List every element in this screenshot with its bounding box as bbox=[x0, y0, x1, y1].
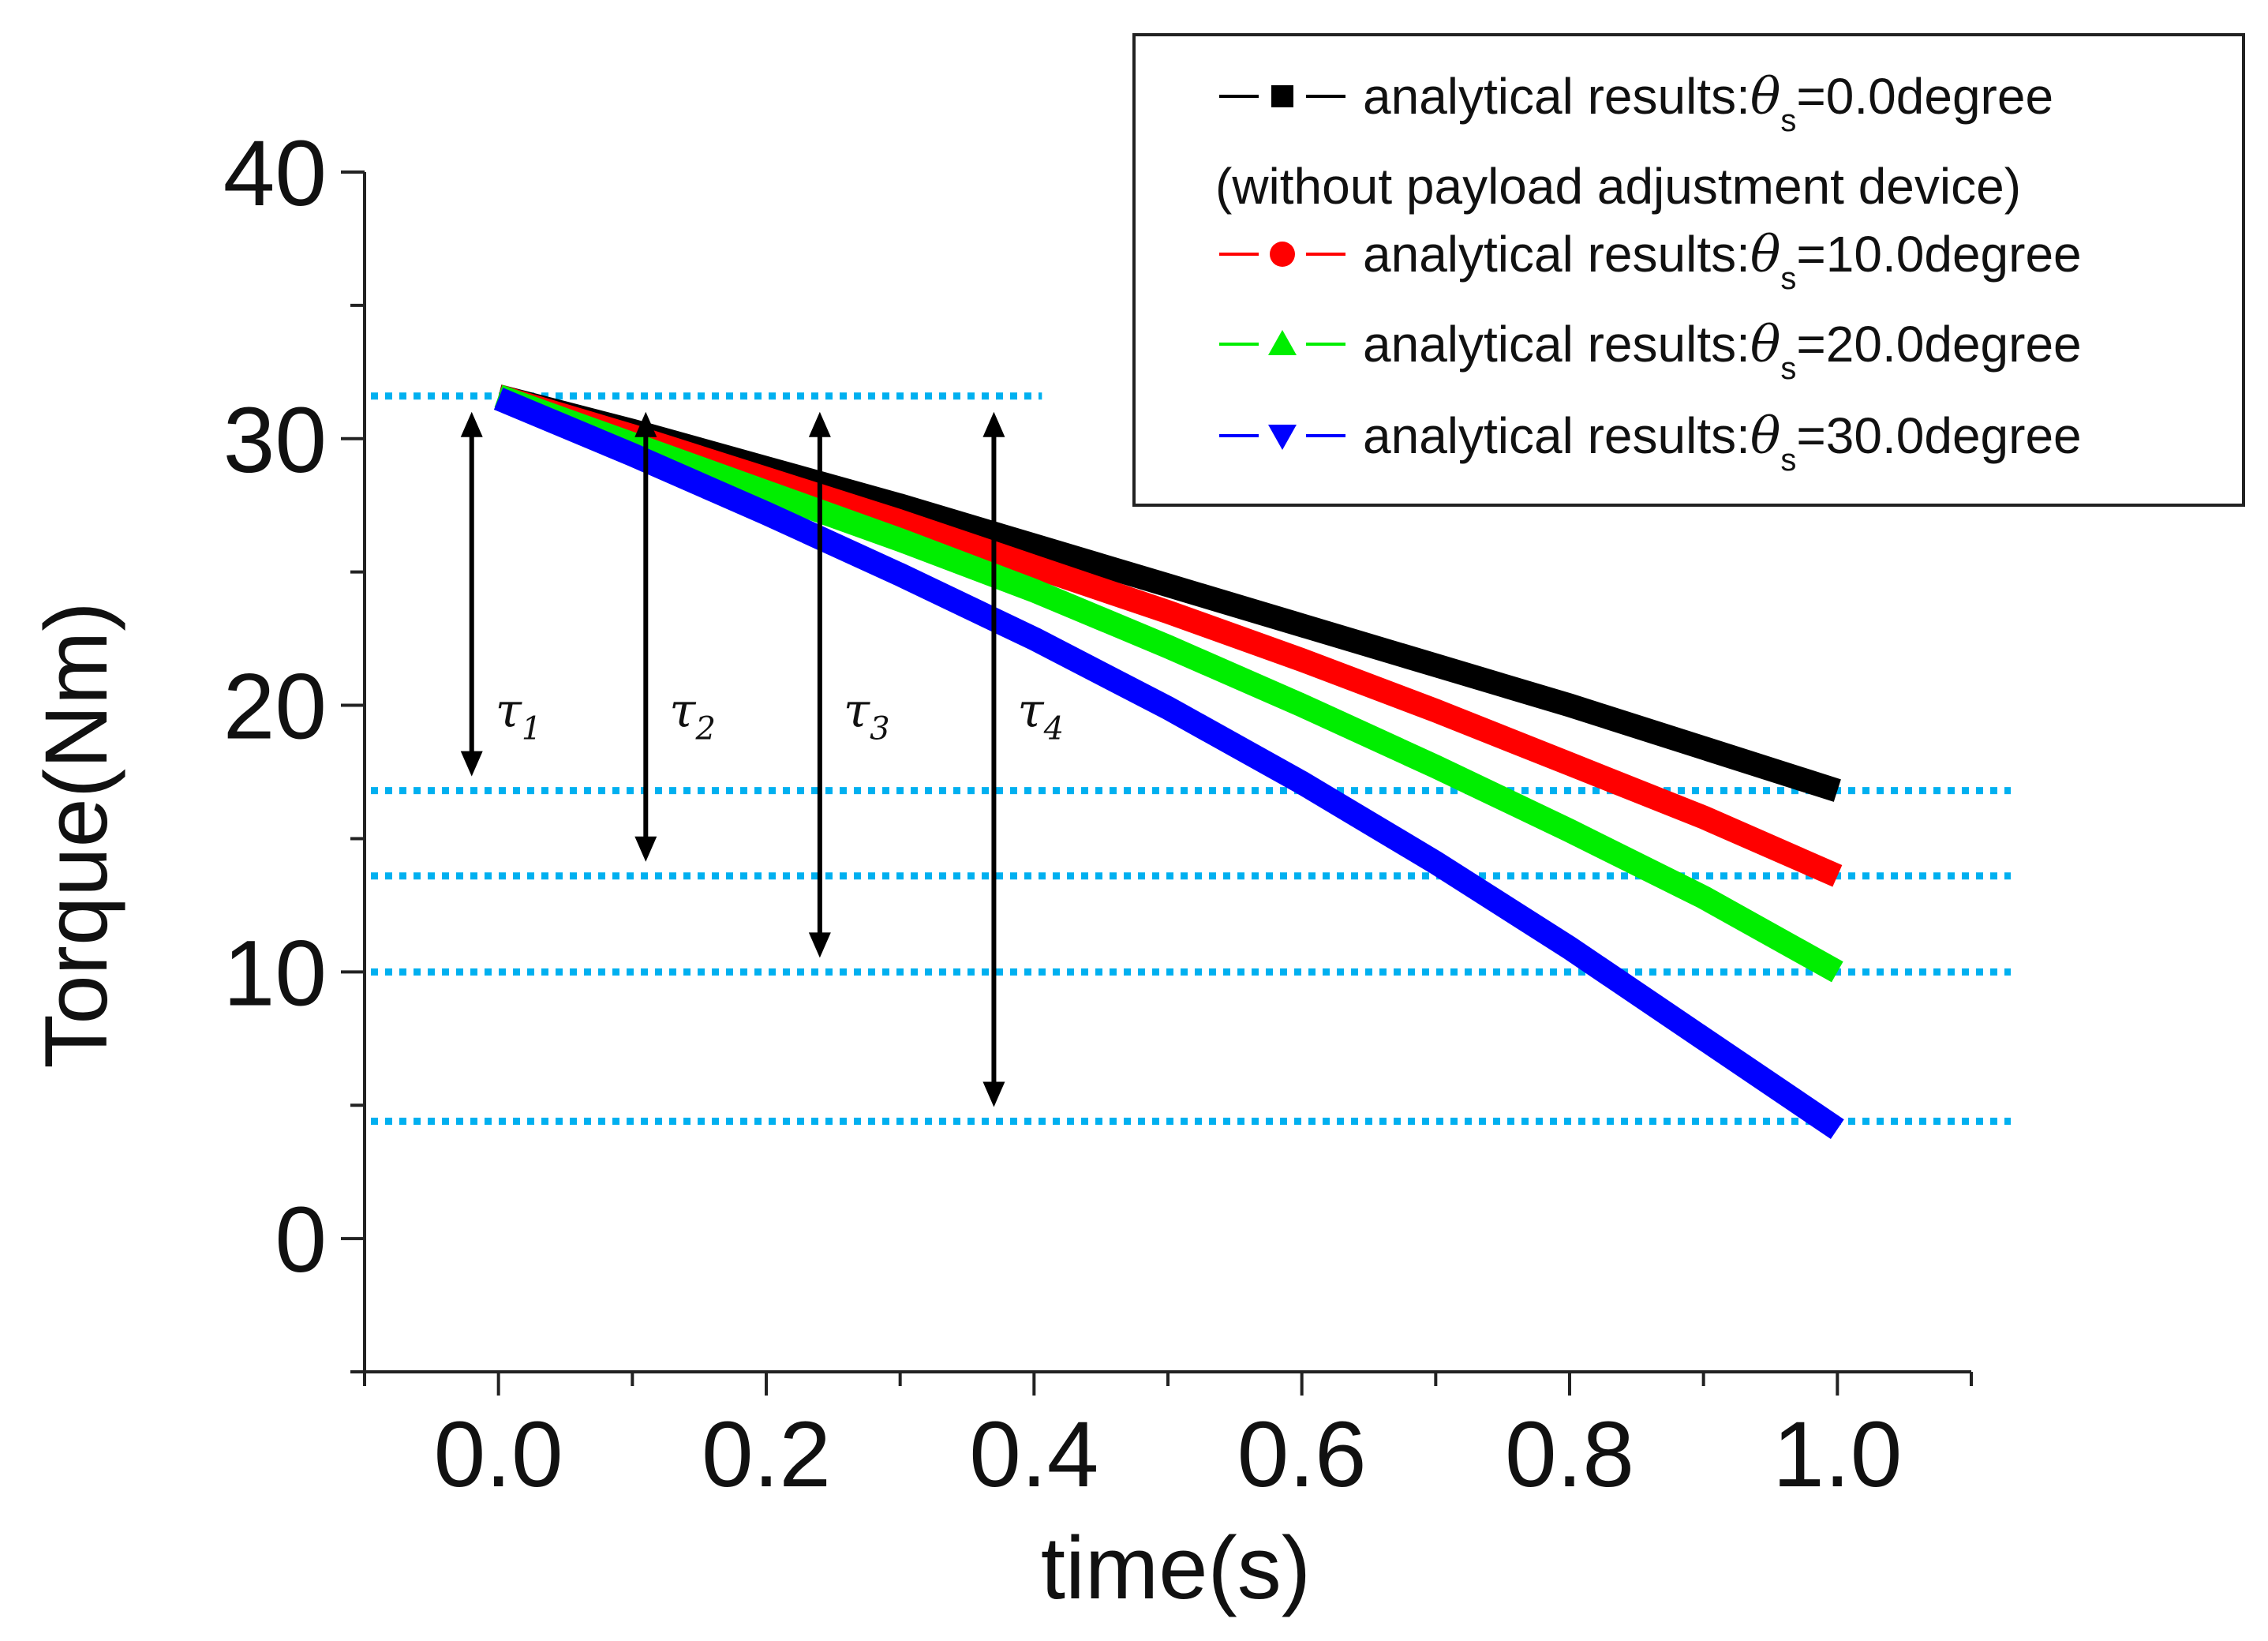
legend-label: analytical results:θs=10.0degree bbox=[1363, 226, 2082, 296]
legend-marker-triangle-up bbox=[1268, 330, 1297, 355]
legend-marker-triangle-down bbox=[1268, 425, 1297, 450]
tau-subscript: 4 bbox=[1043, 711, 1064, 747]
tau-subscript: 3 bbox=[870, 711, 889, 747]
legend-label: analytical results:θs=30.0degree bbox=[1363, 407, 2082, 478]
tau-arrow-head-top bbox=[982, 411, 1005, 437]
tau-arrow-head-top bbox=[634, 411, 657, 437]
legend-note: (without payload adjustment device) bbox=[1215, 158, 2021, 215]
y-tick-label: 20 bbox=[223, 655, 327, 759]
tau-arrow-head-bottom bbox=[460, 751, 483, 777]
tau-subscript: 1 bbox=[522, 711, 541, 747]
tau-label: τ3 bbox=[844, 684, 890, 747]
legend-label: analytical results:θs=0.0degree bbox=[1363, 68, 2053, 138]
x-tick-label: 0.2 bbox=[702, 1403, 831, 1507]
y-tick-label: 0 bbox=[275, 1188, 327, 1292]
y-tick-label: 40 bbox=[223, 122, 327, 226]
tau-arrow-head-bottom bbox=[808, 932, 831, 958]
x-tick-label: 1.0 bbox=[1772, 1403, 1902, 1507]
legend: analytical results:θs=0.0degree (without … bbox=[1132, 33, 2245, 507]
legend-marker-square bbox=[1271, 85, 1293, 107]
y-tick-label: 10 bbox=[223, 921, 327, 1025]
tau-arrow-head-bottom bbox=[634, 836, 657, 862]
x-tick-label: 0.4 bbox=[969, 1403, 1098, 1507]
legend-box bbox=[1132, 33, 2245, 507]
x-tick-label: 0.0 bbox=[434, 1403, 563, 1507]
axes: 0 10 20 30 40 0.0 0.2 0.4 0.6 0.8 1.0 bbox=[223, 122, 1973, 1507]
x-tick-label: 0.6 bbox=[1237, 1403, 1367, 1507]
tau-subscript: 2 bbox=[695, 711, 716, 747]
x-axis-title: time(s) bbox=[1041, 1519, 1311, 1617]
tau-label: τ1 bbox=[496, 684, 542, 747]
tau-arrow-head-top bbox=[808, 411, 831, 437]
legend-marker-circle bbox=[1270, 242, 1295, 267]
y-tick-label: 30 bbox=[223, 388, 327, 493]
y-axis-title: Torque(Nm) bbox=[27, 601, 125, 1068]
tau-arrow-head-top bbox=[460, 411, 483, 437]
tau-label: τ4 bbox=[1017, 684, 1064, 747]
tau-arrow-head-bottom bbox=[982, 1081, 1005, 1107]
series-line bbox=[494, 384, 1843, 983]
series-layer bbox=[493, 384, 1844, 1140]
x-tick-label: 0.8 bbox=[1505, 1403, 1634, 1507]
legend-label: analytical results:θs=20.0degree bbox=[1363, 316, 2082, 386]
tau-label: τ2 bbox=[669, 684, 716, 747]
series-line bbox=[493, 388, 1844, 1140]
